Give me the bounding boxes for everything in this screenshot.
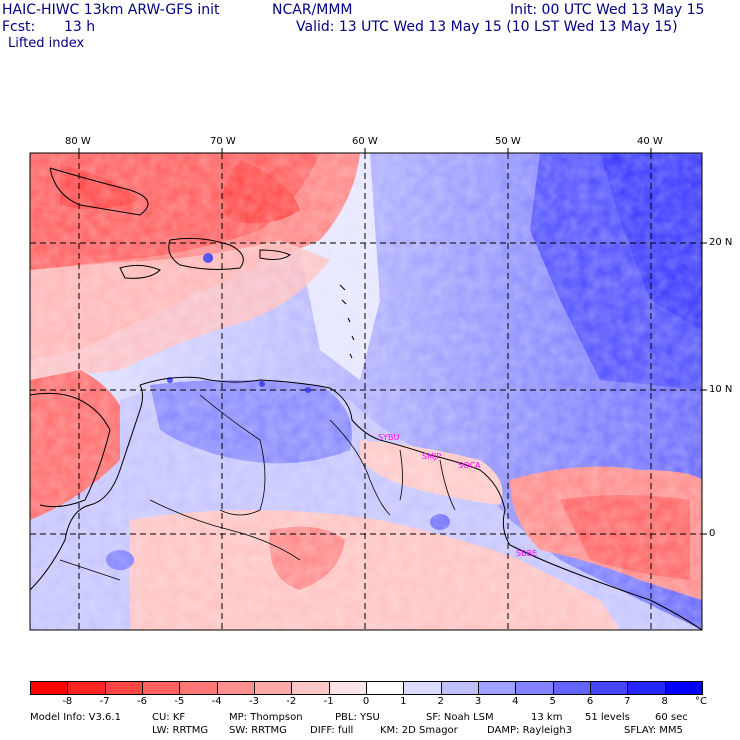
- footer-mp: MP: Thompson: [229, 712, 303, 723]
- lon-label-40w: 40 W: [637, 136, 663, 147]
- colorbar-tick-label: -5: [174, 696, 185, 707]
- station-sbbe: SBBE: [516, 549, 537, 558]
- colorbar-tick-label: 8: [661, 696, 668, 707]
- coast-lesser-antilles: [339, 284, 355, 359]
- colorbar-tick-label: 5: [549, 696, 556, 707]
- footer-diff: DIFF: full: [310, 725, 354, 736]
- colorbar-tick-label: 4: [512, 696, 519, 707]
- lat-lon-grid: [30, 153, 702, 630]
- colorbar-tick-label: -4: [211, 696, 222, 707]
- colorbar-swatch: [627, 681, 666, 695]
- footer-km: KM: 2D Smagor: [380, 725, 458, 736]
- colorbar-unit: °C: [695, 696, 707, 707]
- colorbar-swatch: [366, 681, 404, 695]
- colorbar-tick-label: 0: [362, 696, 370, 707]
- colorbar-swatch: [478, 681, 516, 695]
- coastlines: [30, 167, 702, 630]
- border-colombia-venezuela: [199, 394, 266, 516]
- colorbar-swatch: [216, 681, 255, 695]
- lon-label-70w: 70 W: [210, 136, 236, 147]
- lat-label-20n: 20 N: [709, 237, 733, 248]
- agency-label: NCAR/MMM: [272, 2, 353, 18]
- footer-sf: SF: Noah LSM: [426, 712, 494, 723]
- field-texture: [30, 153, 702, 630]
- colorbar-swatch: [179, 681, 218, 695]
- footer-model-info: Model Info: V3.6.1: [30, 712, 121, 723]
- colorbar-tick-label: -1: [323, 696, 334, 707]
- station-soca: SOCA: [458, 461, 481, 470]
- lat-label-equator: 0: [709, 528, 716, 539]
- valid-time: Valid: 13 UTC Wed 13 May 15 (10 LST Wed …: [296, 19, 678, 35]
- lon-label-80w: 80 W: [65, 136, 91, 147]
- colorbar-tick-label: 7: [624, 696, 631, 707]
- country-borders: [59, 394, 456, 581]
- coast-central-america: [30, 392, 111, 508]
- colorbar-tick-label: 2: [437, 696, 444, 707]
- colorbar-swatch: [142, 681, 180, 695]
- colorbar-swatch: [440, 681, 479, 695]
- colorbar-tick-label: -3: [249, 696, 259, 707]
- coast-puerto-rico: [259, 249, 291, 260]
- colorbar-swatch: [328, 681, 367, 695]
- colorbar-tick-label: 6: [586, 696, 594, 707]
- init-time: Init: 00 UTC Wed 13 May 15: [510, 2, 705, 18]
- colorbar-swatch: [590, 681, 628, 695]
- footer-sw: SW: RRTMG: [229, 725, 287, 736]
- colorbar-tick-label: 3: [474, 696, 482, 707]
- forecast-label: Fcst:: [2, 19, 36, 35]
- border-colombia-brazil: [149, 499, 301, 561]
- colorbar-tick-label: -2: [286, 696, 297, 707]
- colorbar-swatch: [254, 681, 292, 695]
- colorbar-tick-label: -8: [62, 696, 73, 707]
- model-title: HAIC-HIWC 13km ARW-GFS init: [2, 2, 220, 18]
- footer-sflay: SFLAY: MM5: [624, 725, 683, 736]
- border-ecuador-peru: [59, 559, 121, 581]
- colorbar-swatch: [552, 681, 591, 695]
- colorbar-swatch: [664, 681, 703, 695]
- colorbar-tick-label: 1: [400, 696, 407, 707]
- station-sybu: SYBU: [378, 433, 399, 442]
- coast-jamaica: [119, 264, 161, 279]
- footer-damp: DAMP: Rayleigh3: [487, 725, 573, 736]
- lon-label-50w: 50 W: [495, 136, 521, 147]
- colorbar-swatch: [403, 681, 442, 695]
- map-frame: [29, 152, 703, 631]
- footer-lw: LW: RRTMG: [152, 725, 209, 736]
- coast-cuba: [49, 167, 149, 216]
- footer-resolution: 13 km: [531, 712, 563, 723]
- lon-label-60w: 60 W: [352, 136, 378, 147]
- field-name: Lifted index: [8, 36, 85, 51]
- coast-hispaniola: [168, 237, 244, 270]
- station-smjp: SMJP: [422, 452, 441, 461]
- colorbar-swatch: [30, 681, 68, 695]
- border-venezuela-guyana: [329, 419, 391, 516]
- lat-label-10n: 10 N: [709, 384, 733, 395]
- coast-south-america-west: [30, 384, 143, 591]
- colorbar-swatch: [291, 681, 330, 695]
- footer-timestep: 60 sec: [655, 712, 688, 723]
- coast-south-america-north: [139, 376, 702, 630]
- colorbar-tick-label: -7: [99, 696, 110, 707]
- footer-pbl: PBL: YSU: [335, 712, 380, 723]
- colorbar-swatch: [515, 681, 554, 695]
- colorbar-swatch: [67, 681, 106, 695]
- axis-ticks: [78, 148, 707, 535]
- border-guyana-suriname: [399, 449, 403, 501]
- footer-cu: CU: KF: [152, 712, 186, 723]
- colorbar-tick-label: -6: [137, 696, 147, 707]
- colorbar-swatch: [104, 681, 143, 695]
- footer-levels: 51 levels: [585, 712, 630, 723]
- forecast-hour: 13 h: [64, 19, 96, 35]
- border-suriname-guiana: [439, 459, 456, 511]
